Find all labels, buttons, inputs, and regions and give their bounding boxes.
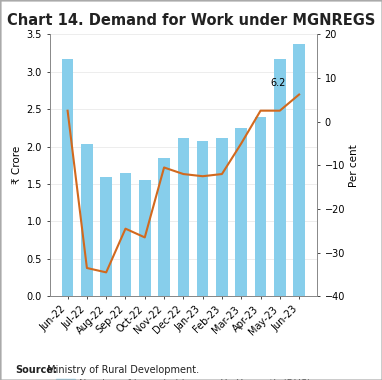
Legend: Number of households, Y-o-Y growth (RHS): Number of households, Y-o-Y growth (RHS) xyxy=(52,375,315,380)
Text: Chart 14. Demand for Work under MGNREGS: Chart 14. Demand for Work under MGNREGS xyxy=(7,13,375,28)
Bar xyxy=(178,138,189,296)
Y-axis label: ₹ Crore: ₹ Crore xyxy=(12,146,23,184)
Bar xyxy=(255,117,266,296)
Text: 6.2: 6.2 xyxy=(270,78,286,88)
Bar xyxy=(274,59,286,296)
Text: Ministry of Rural Development.: Ministry of Rural Development. xyxy=(44,365,199,375)
Bar xyxy=(216,138,228,296)
Bar xyxy=(235,128,247,296)
Bar xyxy=(293,44,305,296)
Bar xyxy=(197,141,209,296)
Bar xyxy=(120,173,131,296)
Y-axis label: Per cent: Per cent xyxy=(350,144,359,187)
Bar xyxy=(81,144,93,296)
Text: Source:: Source: xyxy=(15,365,57,375)
Bar xyxy=(62,59,73,296)
Bar xyxy=(139,180,151,296)
Bar xyxy=(100,177,112,296)
Bar xyxy=(158,158,170,296)
